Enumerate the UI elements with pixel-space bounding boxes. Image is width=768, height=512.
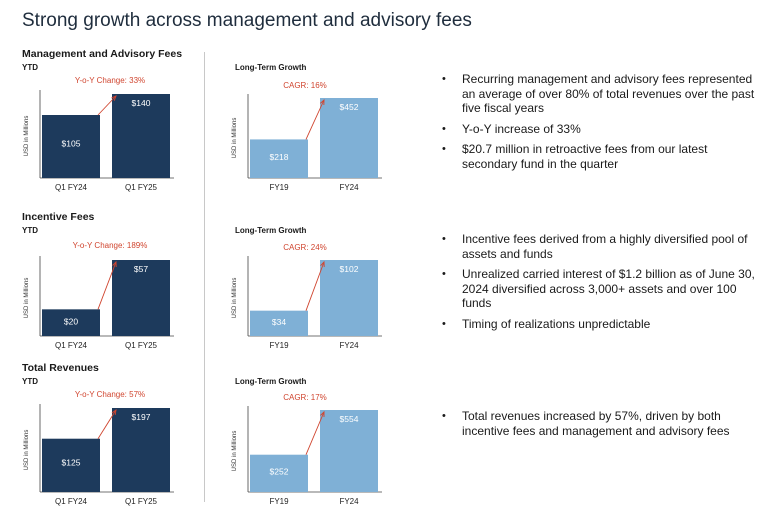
x-tick-label: FY19: [269, 497, 289, 506]
long-term-growth-title: Long-Term Growth: [235, 226, 307, 235]
bar-value-label: $452: [340, 102, 359, 112]
bar: [320, 410, 378, 492]
bullet-item: • Y-o-Y increase of 33%: [442, 121, 581, 136]
bullet-item: • $20.7 million in retroactive fees from …: [442, 142, 708, 171]
x-tick-label: Q1 FY25: [125, 183, 158, 192]
bar-value-label: $57: [134, 264, 148, 274]
section-title-total-revenues: Total Revenues: [22, 362, 99, 374]
growth-arrow-head: [320, 410, 325, 418]
bullet-list-management: • Recurring management and advisory fees …: [440, 72, 760, 177]
growth-arrow: [305, 99, 325, 140]
growth-arrow-head: [112, 260, 117, 268]
x-tick-label: FY24: [339, 497, 359, 506]
x-tick-label: Q1 FY24: [55, 341, 88, 350]
bar: [320, 260, 378, 336]
bar: [250, 139, 308, 178]
growth-arrow: [97, 95, 117, 116]
bullet-item: • Unrealized carried interest of $1.2 bil…: [442, 267, 755, 310]
x-tick-label: FY24: [339, 183, 359, 192]
bar: [112, 94, 170, 178]
bar: [250, 310, 308, 336]
bar: [42, 115, 100, 178]
growth-arrow: [97, 409, 117, 439]
cagr-label: CAGR: 24%: [283, 243, 327, 252]
x-tick-label: FY19: [269, 183, 289, 192]
y-axis-label: USD in Millions: [232, 118, 238, 159]
ytd-label: YTD: [22, 63, 38, 72]
bar: [112, 260, 170, 336]
bullet-list-total-revenues: • Total revenues increased by 57%, driven…: [440, 409, 760, 444]
long-term-growth-title: Long-Term Growth: [235, 63, 307, 72]
y-axis-label: USD in Millions: [24, 430, 30, 471]
bar-value-label: $105: [62, 138, 81, 148]
y-axis-label: USD in Millions: [232, 431, 238, 472]
x-tick-label: Q1 FY25: [125, 341, 158, 350]
x-tick-label: Q1 FY24: [55, 183, 88, 192]
growth-arrow-head: [111, 409, 117, 416]
bar: [112, 408, 170, 492]
bullet-item: • Total revenues increased by 57%, driven…: [442, 409, 730, 438]
yoy-change-label: Y-o-Y Change: 33%: [74, 76, 146, 85]
growth-arrow: [305, 411, 325, 455]
bar: [250, 454, 308, 492]
ytd-label: YTD: [22, 377, 38, 386]
bar-value-label: $554: [340, 414, 359, 424]
x-tick-label: Q1 FY24: [55, 497, 88, 506]
bullet-list-incentive: • Incentive fees derived from a highly di…: [440, 232, 760, 337]
growth-arrow-head: [320, 98, 325, 106]
x-tick-label: FY24: [339, 341, 359, 350]
chart-incentive-longterm: USD in Millions $34 FY19 $102 FY24: [232, 256, 382, 350]
y-axis-label: USD in Millions: [24, 278, 30, 319]
bar-value-label: $218: [270, 152, 289, 162]
bullet-item: • Timing of realizations unpredictable: [442, 316, 651, 331]
growth-arrow: [97, 261, 117, 310]
growth-arrow-head: [111, 95, 117, 101]
cagr-label: CAGR: 16%: [283, 81, 327, 90]
page-title: Strong growth across management and advi…: [22, 10, 472, 31]
yoy-change-label: Y-o-Y Change: 57%: [74, 390, 146, 399]
bar-value-label: $20: [64, 316, 78, 326]
bar: [320, 98, 378, 178]
bar-value-label: $125: [62, 458, 81, 468]
bar-value-label: $140: [132, 98, 151, 108]
bar: [42, 438, 100, 492]
section-title-management: Management and Advisory Fees: [22, 48, 183, 60]
bullet-item: • Recurring management and advisory fees …: [442, 72, 755, 115]
x-tick-label: FY19: [269, 341, 289, 350]
section-title-incentive: Incentive Fees: [22, 211, 95, 223]
yoy-change-label: Y-o-Y Change: 189%: [72, 241, 148, 250]
growth-arrow: [305, 261, 325, 311]
chart-incentive-ytd: USD in Millions $20 Q1 FY24 $57 Q1 FY25: [24, 256, 174, 350]
vertical-divider: [204, 52, 205, 502]
x-tick-label: Q1 FY25: [125, 497, 158, 506]
chart-total-longterm: USD in Millions $252 FY19 $554 FY24: [232, 406, 382, 506]
y-axis-label: USD in Millions: [232, 278, 238, 319]
bar-value-label: $197: [132, 412, 151, 422]
y-axis-label: USD in Millions: [24, 116, 30, 157]
bar-value-label: $102: [340, 264, 359, 274]
ytd-label: YTD: [22, 226, 38, 235]
chart-management-longterm: USD in Millions $218 FY19 $452 FY24: [232, 94, 382, 192]
bar-value-label: $34: [272, 317, 286, 327]
chart-management-ytd: USD in Millions $105 Q1 FY24 $140 Q1 FY25: [24, 90, 174, 192]
bar-value-label: $252: [270, 466, 289, 476]
bullet-item: • Incentive fees derived from a highly di…: [442, 232, 748, 261]
long-term-growth-title: Long-Term Growth: [235, 377, 307, 386]
cagr-label: CAGR: 17%: [283, 393, 327, 402]
bar: [42, 309, 100, 336]
growth-arrow-head: [320, 260, 325, 268]
chart-total-ytd: USD in Millions $125 Q1 FY24 $197 Q1 FY25: [24, 404, 174, 506]
